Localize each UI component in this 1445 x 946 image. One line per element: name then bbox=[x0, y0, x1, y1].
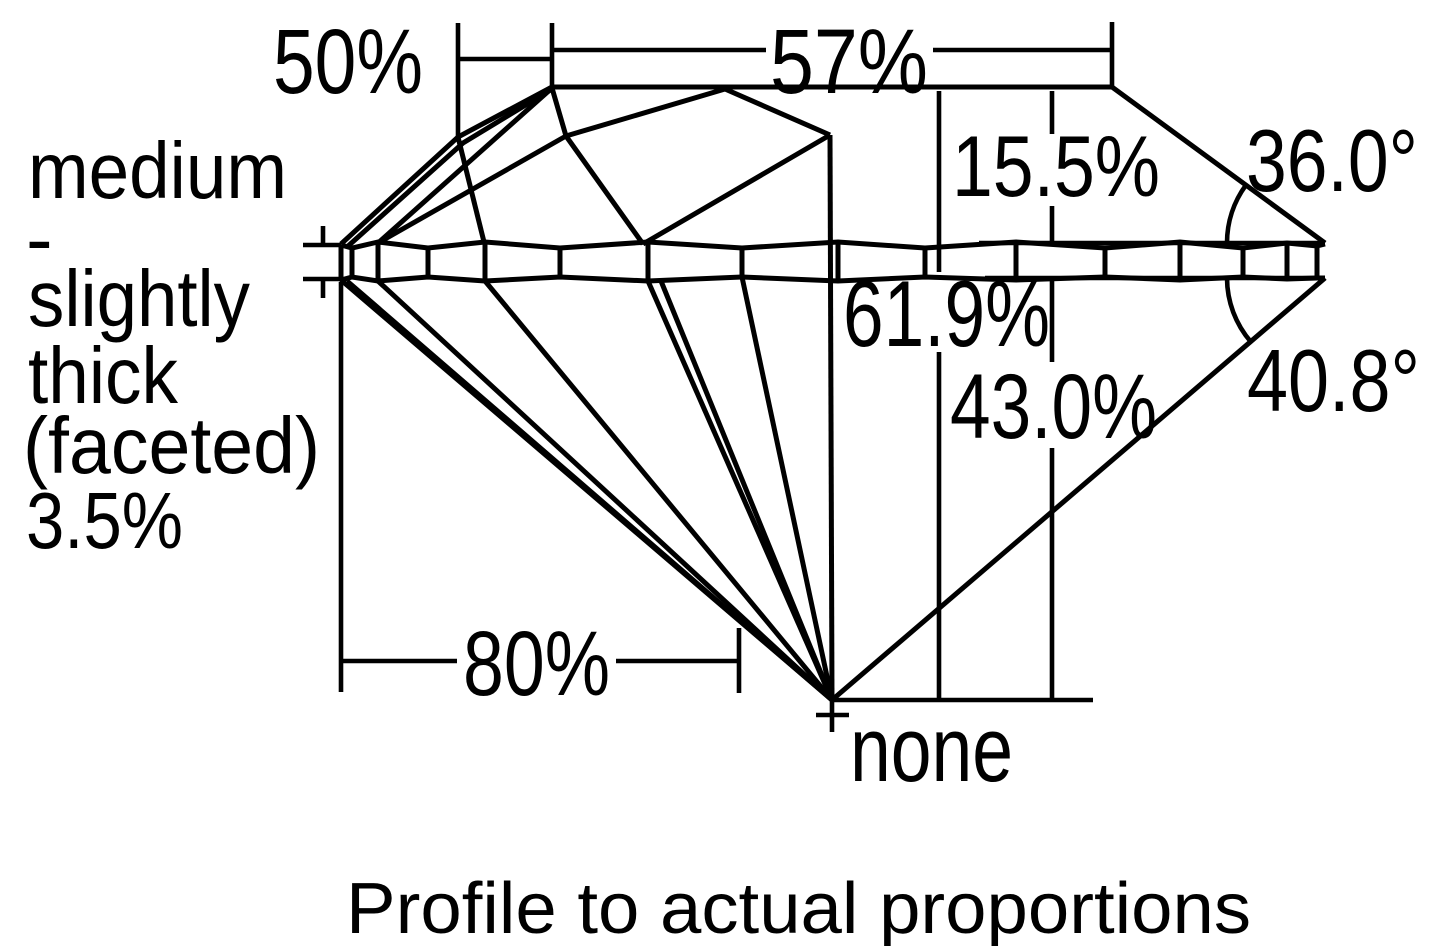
pavilion-facets bbox=[339, 276, 1327, 702]
figure-title: Profile to actual proportions bbox=[346, 869, 1251, 946]
pavilion-depth-label: 43.0% bbox=[950, 356, 1157, 458]
pavilion-slope-right bbox=[830, 276, 1327, 702]
bezel-facet-line-2 bbox=[376, 133, 568, 246]
lower-girdle-facet-a bbox=[345, 279, 834, 702]
girdle-thickness-line-3: slightly bbox=[28, 254, 250, 343]
star-facet-edge-left bbox=[549, 87, 569, 137]
girdle-thickness-value-label: 3.5% bbox=[26, 476, 183, 565]
girdle-thickness-ticks bbox=[303, 226, 341, 298]
culet-tick-cross bbox=[816, 700, 849, 732]
pavilion-main-facet-edge bbox=[483, 279, 834, 702]
lower-girdle-facet-b bbox=[376, 279, 834, 702]
total-depth-label: 61.9% bbox=[843, 261, 1050, 366]
star-length-dimension bbox=[455, 23, 555, 137]
crown-angle-arc bbox=[1224, 183, 1248, 244]
star-facet-ridge-right bbox=[723, 86, 832, 138]
girdle-thickness-line-1: medium bbox=[28, 126, 287, 215]
lower-girdle-label: 80% bbox=[463, 613, 610, 715]
girdle-thickness-line-2: - bbox=[26, 194, 53, 283]
bezel-facet-line-3 bbox=[563, 134, 646, 246]
girdle-thickness-line-5: (faceted) bbox=[23, 401, 320, 490]
lower-girdle-dimension bbox=[338, 282, 742, 693]
crown-slope-right bbox=[1110, 84, 1327, 246]
labels: 50% 57% 15.5% 36.0° 61.9% 43.0% 40.8° 80… bbox=[23, 11, 1420, 946]
girdle-facet-dividers bbox=[338, 242, 1320, 281]
bezel-facet-line-1 bbox=[376, 86, 554, 245]
crown-height-label: 15.5% bbox=[952, 119, 1160, 215]
culet-size-label: none bbox=[850, 699, 1013, 801]
table-width-dimension bbox=[552, 22, 1115, 87]
bezel-facet-line-4 bbox=[641, 132, 832, 247]
crown-silhouette-left-inner bbox=[345, 86, 554, 249]
girdle-band bbox=[338, 239, 1326, 284]
table-width-label: 57% bbox=[770, 11, 928, 113]
diamond-wireframe bbox=[338, 84, 1327, 702]
pavilion-angle-arc bbox=[1224, 277, 1253, 344]
girdle-thickness-line-4: thick bbox=[28, 331, 179, 420]
dimension-lines bbox=[303, 22, 1325, 732]
pavilion-angle-label: 40.8° bbox=[1247, 331, 1420, 430]
girdle-thickness-label-block: medium - slightly thick (faceted) 3.5% bbox=[23, 126, 320, 565]
crown-angle-label: 36.0° bbox=[1246, 111, 1418, 210]
crown-facets bbox=[339, 84, 1327, 701]
star-facet-ridge-left bbox=[565, 86, 726, 139]
star-length-label: 50% bbox=[273, 11, 423, 113]
lower-girdle-facet-e bbox=[739, 276, 835, 701]
axis-facet-edge bbox=[827, 134, 835, 701]
lower-girdle-facet-d bbox=[658, 280, 835, 701]
